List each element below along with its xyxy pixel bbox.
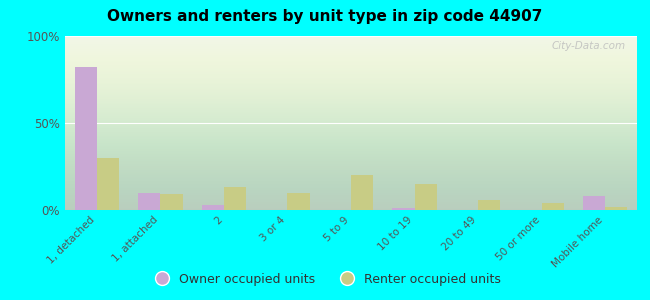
- Text: City-Data.com: City-Data.com: [551, 41, 625, 51]
- Bar: [161, 194, 183, 210]
- Legend: Owner occupied units, Renter occupied units: Owner occupied units, Renter occupied un…: [144, 268, 506, 291]
- Bar: [393, 208, 415, 210]
- Bar: [583, 196, 605, 210]
- Bar: [478, 200, 500, 210]
- Bar: [202, 205, 224, 210]
- Bar: [75, 67, 97, 210]
- Bar: [415, 184, 437, 210]
- Bar: [541, 203, 564, 210]
- Text: Owners and renters by unit type in zip code 44907: Owners and renters by unit type in zip c…: [107, 9, 543, 24]
- Bar: [224, 188, 246, 210]
- Bar: [351, 175, 373, 210]
- Bar: [138, 193, 161, 210]
- Bar: [605, 206, 627, 210]
- Bar: [97, 158, 119, 210]
- Bar: [287, 193, 309, 210]
